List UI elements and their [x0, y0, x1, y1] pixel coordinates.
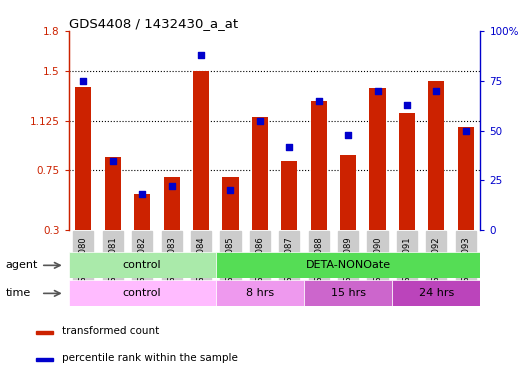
Point	[344, 131, 352, 137]
Bar	[252, 117, 268, 230]
Text: 8 hrs: 8 hrs	[246, 288, 274, 298]
Bar	[392, 280, 480, 306]
Point	[109, 157, 117, 164]
Bar	[164, 177, 180, 230]
Bar	[310, 101, 327, 230]
Point	[79, 78, 88, 84]
Text: time: time	[5, 288, 31, 298]
Text: DETA-NONOate: DETA-NONOate	[306, 260, 391, 270]
Bar	[76, 87, 91, 230]
Bar	[216, 280, 304, 306]
Point	[167, 184, 176, 190]
Text: control: control	[123, 260, 162, 270]
Bar	[216, 252, 480, 278]
Point	[403, 101, 411, 108]
Bar	[399, 113, 415, 230]
Bar	[36, 331, 53, 334]
Bar	[428, 81, 445, 230]
Point	[373, 88, 382, 94]
Bar	[193, 71, 209, 230]
Bar	[304, 280, 392, 306]
Bar	[36, 358, 53, 361]
Point	[461, 127, 470, 134]
Text: 24 hrs: 24 hrs	[419, 288, 454, 298]
Point	[197, 51, 205, 58]
Text: 15 hrs: 15 hrs	[331, 288, 365, 298]
Point	[315, 98, 323, 104]
Text: GDS4408 / 1432430_a_at: GDS4408 / 1432430_a_at	[69, 17, 238, 30]
Bar	[105, 157, 121, 230]
Bar	[370, 88, 385, 230]
Bar	[69, 252, 216, 278]
Bar	[340, 154, 356, 230]
Point	[138, 191, 146, 197]
Bar	[69, 280, 216, 306]
Bar	[222, 177, 239, 230]
Text: agent: agent	[5, 260, 37, 270]
Point	[226, 187, 234, 194]
Bar	[134, 194, 150, 230]
Bar	[458, 127, 474, 230]
Point	[432, 88, 440, 94]
Point	[256, 118, 264, 124]
Text: control: control	[123, 288, 162, 298]
Point	[285, 144, 294, 150]
Text: percentile rank within the sample: percentile rank within the sample	[62, 353, 238, 363]
Text: transformed count: transformed count	[62, 326, 159, 336]
Bar	[281, 161, 297, 230]
